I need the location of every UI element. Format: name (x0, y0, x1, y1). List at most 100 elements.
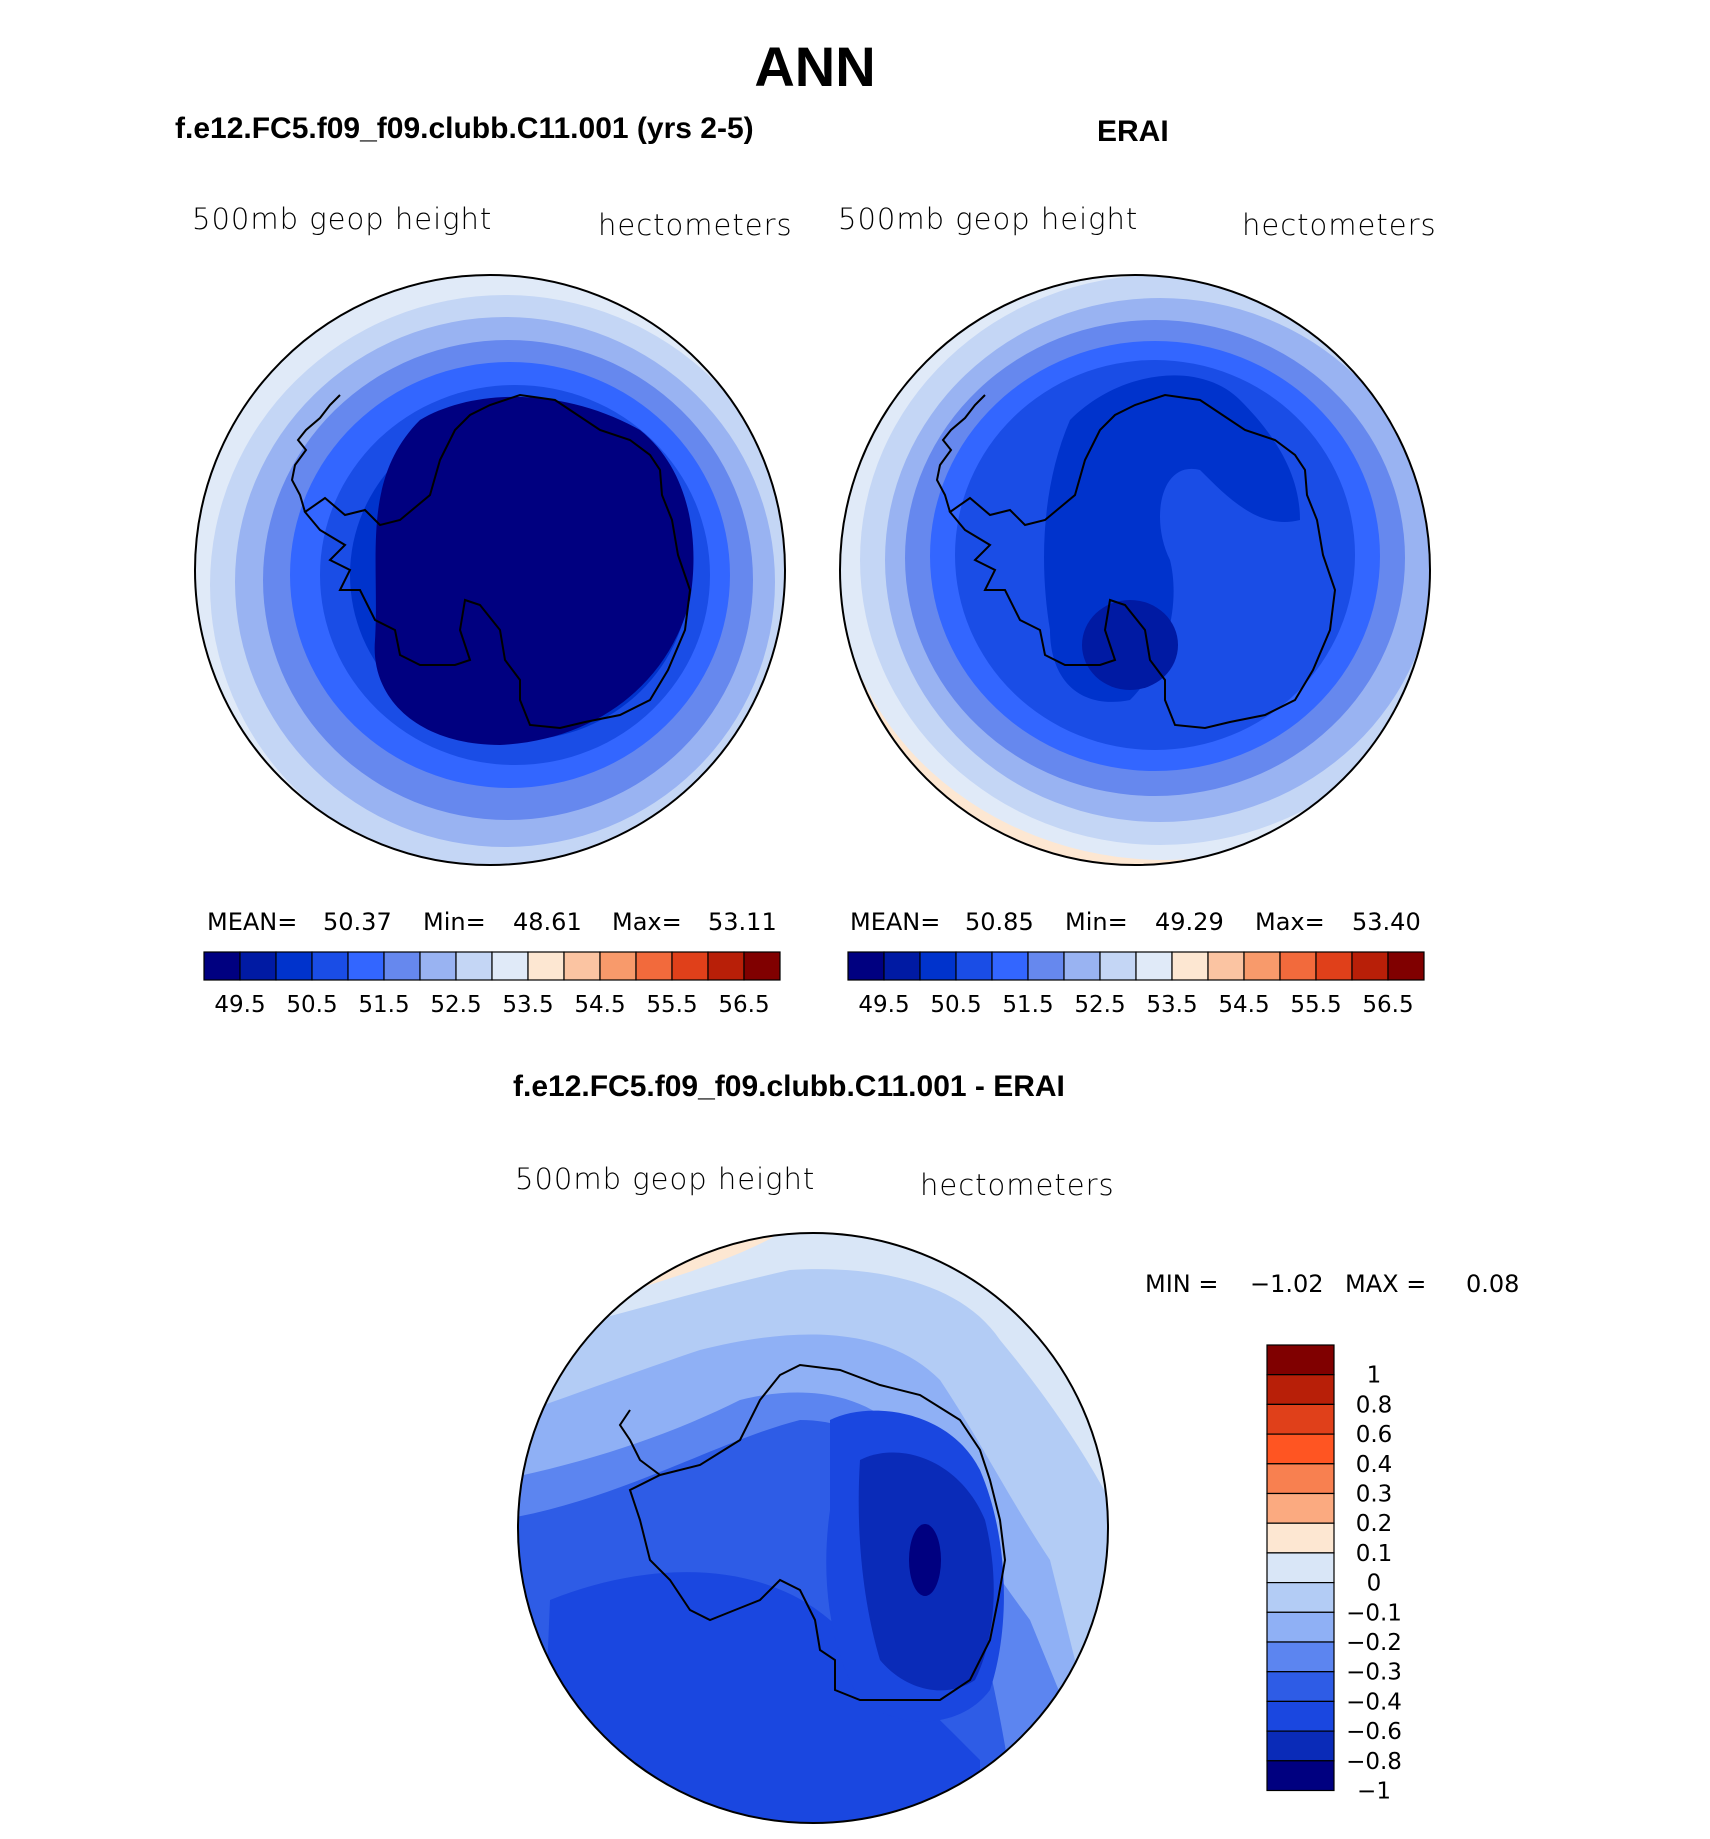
panel-1-min-label: Min= (423, 908, 486, 936)
panel-2-contour-fill (840, 275, 1430, 865)
panel-3-colorbar-box (1266, 1730, 1335, 1762)
panel-3-min-label: MIN = (1145, 1270, 1219, 1298)
panel-2-colorbar-box (1135, 951, 1173, 981)
panel-1-max-value: 53.11 (708, 908, 777, 936)
panel-2-colorbar-box (1171, 951, 1209, 981)
panel-2-min-label: Min= (1065, 908, 1128, 936)
panel-3-colorbar-box (1266, 1671, 1335, 1702)
panel-3-colorbar-tick-label: 0.8 (1356, 1392, 1393, 1418)
panel-2-colorbar-box (1315, 951, 1353, 981)
panel-1-colorbar-box (671, 951, 709, 981)
panel-3-colorbar-tick-label: −1 (1357, 1779, 1391, 1805)
panel-1-colorbar-tick-label: 52.5 (430, 992, 481, 1018)
panel-3-colorbar-box (1266, 1522, 1335, 1554)
panel-2-peninsula (935, 394, 986, 513)
panel-3-colorbar-box (1266, 1581, 1335, 1613)
panel-3-colorbar-tick-label: −0.4 (1346, 1689, 1402, 1715)
panel-2-colorbar-box (1027, 951, 1065, 981)
panel-3-variable-label: 500mb geop height (515, 1162, 816, 1196)
panel-2-map-border (839, 274, 1431, 866)
panel-3-colorbar-box (1266, 1344, 1335, 1376)
panel-3-peninsula (618, 1409, 661, 1476)
panel-3-colorbar-box (1266, 1374, 1335, 1405)
panel-1-map-border (194, 274, 786, 866)
panel-3-max-value: 0.08 (1466, 1270, 1520, 1298)
panel-2-colorbar-tick-label: 55.5 (1290, 992, 1341, 1018)
panel-3-colorbar-box (1266, 1403, 1335, 1435)
panel-2-colorbar-tick-label: 50.5 (930, 992, 981, 1018)
panel-2-max-label: Max= (1255, 908, 1325, 936)
panel-2-colorbar-box (883, 951, 921, 981)
panel-2-colorbar-tick-label: 51.5 (1002, 992, 1053, 1018)
panel-2-colorbar-box (1243, 951, 1281, 981)
panel-1-variable-label: 500mb geop height (192, 202, 493, 236)
panel-3-colorbar-tick-label: −0.3 (1346, 1660, 1402, 1686)
panel-2-colorbar-tick-label: 52.5 (1074, 992, 1125, 1018)
panel-1-colorbar-box (707, 951, 745, 981)
panel-2-colorbar-tick-label: 54.5 (1218, 992, 1269, 1018)
panel-2-mean-label: MEAN= (850, 908, 941, 936)
panel-1-title: f.e12.FC5.f09_f09.clubb.C11.001 (yrs 2-5… (175, 112, 754, 145)
panel-3-map-border (517, 1232, 1109, 1824)
panel-3-colorbar-tick-label: 0.4 (1356, 1452, 1393, 1478)
panel-3-colorbar-box (1266, 1760, 1335, 1792)
panel-1-colorbar-tick-label: 49.5 (214, 992, 265, 1018)
panel-1-colorbar-box (743, 951, 781, 981)
panel-1-contour-fill (195, 275, 785, 865)
panel-1-colorbar-tick-label: 56.5 (718, 992, 769, 1018)
panel-2-antarctica-coastline (948, 393, 1337, 730)
panel-3-colorbar-box (1266, 1552, 1335, 1584)
panel-3-colorbar-tick-label: −0.6 (1346, 1719, 1402, 1745)
panel-3-colorbar-tick-label: −0.2 (1346, 1630, 1402, 1656)
panel-3-colorbar-box (1266, 1700, 1335, 1732)
panel-1-max-label: Max= (612, 908, 682, 936)
panel-3-antarctica-coastline (628, 1363, 1007, 1701)
panel-3-colorbar-tick-label: 0.2 (1356, 1511, 1393, 1537)
panel-1-peninsula (290, 394, 341, 513)
panel-3-max-label: MAX = (1345, 1270, 1427, 1298)
panel-2-colorbar-tick-label: 56.5 (1362, 992, 1413, 1018)
panel-3-colorbar-box (1266, 1492, 1335, 1524)
panel-2-mean-value: 50.85 (965, 908, 1034, 936)
panel-3-colorbar-box (1266, 1641, 1335, 1673)
panel-1-colorbar-tick-label: 53.5 (502, 992, 553, 1018)
panel-1-colorbar-box (491, 951, 529, 981)
panel-2-colorbar-box (1063, 951, 1101, 981)
panel-2-min-value: 49.29 (1155, 908, 1224, 936)
panel-2-colorbar-box (919, 951, 957, 981)
panel-1-colorbar-tick-label: 54.5 (574, 992, 625, 1018)
panel-3-colorbar-tick-label: 0 (1367, 1571, 1382, 1597)
panel-2-colorbar-box (1207, 951, 1245, 981)
panel-1-colorbar-tick-label: 55.5 (646, 992, 697, 1018)
panel-1-antarctica-coastline (303, 393, 692, 730)
panel-1-colorbar-box (383, 951, 421, 981)
panel-3-colorbar-box (1266, 1463, 1335, 1495)
panel-3-colorbar-box (1266, 1433, 1335, 1465)
panel-1-colorbar-box (635, 951, 673, 981)
panel-1-colorbar-tick-label: 51.5 (358, 992, 409, 1018)
panel-3-colorbar-tick-label: −0.8 (1346, 1749, 1402, 1775)
panel-3-colorbar-tick-label: 0.6 (1356, 1422, 1393, 1448)
panel-3-min-value: −1.02 (1250, 1270, 1324, 1298)
panel-2-colorbar-box (847, 951, 885, 981)
panel-1-colorbar-box (275, 951, 313, 981)
panel-1-mean-value: 50.37 (323, 908, 392, 936)
figure-title: ANN (754, 35, 876, 98)
panel-3-colorbar-tick-label: −0.1 (1346, 1600, 1402, 1626)
panel-2-variable-label: 500mb geop height (838, 202, 1139, 236)
panel-2-units-label: hectometers (1242, 208, 1437, 242)
panel-1-colorbar-box (347, 951, 385, 981)
panel-1-mean-label: MEAN= (207, 908, 298, 936)
panel-3-colorbar-box (1266, 1611, 1335, 1643)
panel-3-units-label: hectometers (920, 1168, 1115, 1202)
panel-3-colorbar-tick-label: 0.1 (1356, 1541, 1393, 1567)
panel-1-colorbar-box (311, 951, 349, 981)
panel-2-colorbar-tick-label: 49.5 (858, 992, 909, 1018)
panel-1-colorbar-box (527, 951, 565, 981)
panel-2-colorbar-box (1387, 951, 1425, 981)
